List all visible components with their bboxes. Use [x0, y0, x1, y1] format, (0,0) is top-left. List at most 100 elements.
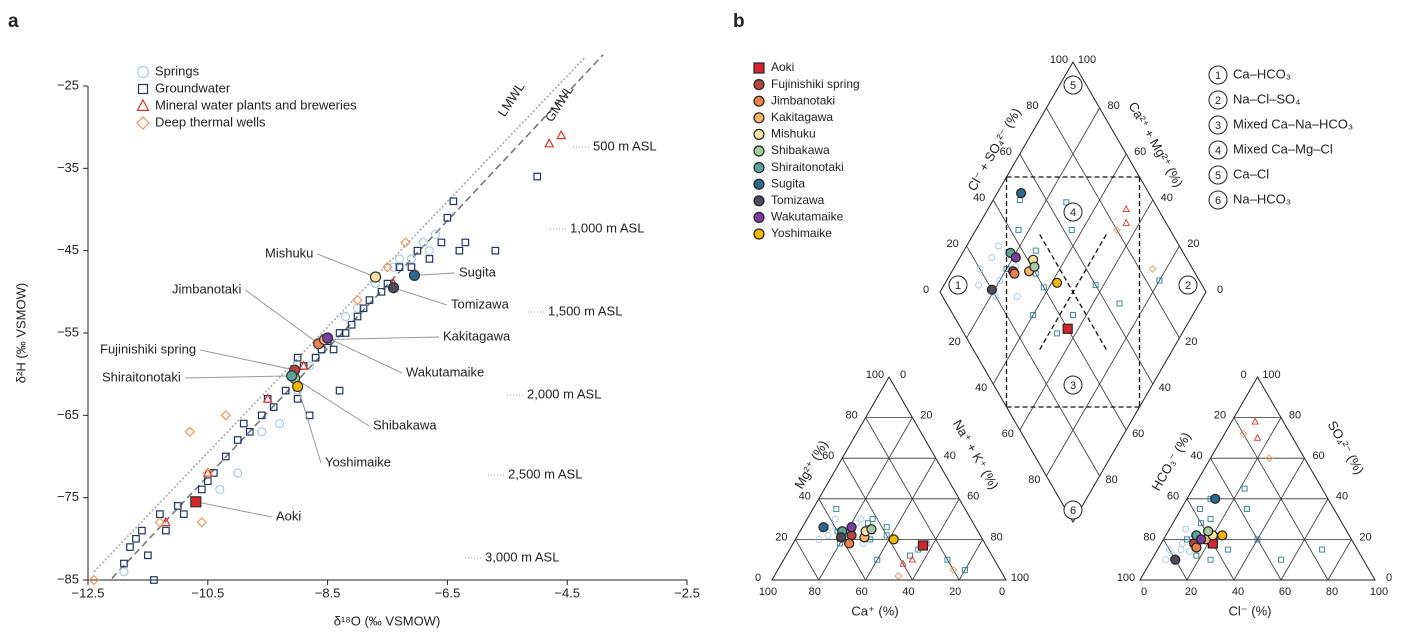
grid-line [912, 498, 960, 581]
cs-tick-label: 80 [1026, 100, 1038, 112]
axis-title: Ca⁺ (%) [851, 603, 898, 618]
legend-label: Aoki [771, 60, 794, 74]
cm-tick-label: 80 [1107, 100, 1119, 112]
sample-point [908, 555, 917, 563]
site-point [1009, 268, 1020, 279]
legend-label: Sugita [771, 176, 805, 190]
legend-label: Springs [155, 63, 200, 78]
region-marker-number: 4 [1070, 207, 1076, 219]
sample-point [1193, 552, 1200, 559]
sample-point [995, 242, 1002, 250]
cl-tick-label: 0 [1141, 586, 1147, 598]
so4-tick-label: 100 [1262, 369, 1280, 381]
y-tick-label: −35 [57, 160, 79, 175]
legend-label: Na–Cl–SO₄ [1233, 91, 1300, 106]
site-leader [199, 349, 295, 371]
hco3-tick-label: 40 [1190, 450, 1202, 462]
panel-label: b [733, 11, 745, 32]
legend-label: Groundwater [155, 80, 231, 95]
region-marker-number: 6 [1070, 505, 1076, 517]
sample-point [1225, 546, 1232, 553]
grid-line [865, 458, 937, 581]
site-point [917, 540, 929, 551]
site-point [369, 271, 382, 283]
data-point [298, 360, 309, 370]
site-point [844, 538, 855, 549]
data-point [262, 393, 273, 403]
so4-tick-label: 60 [1312, 450, 1324, 462]
data-point [220, 410, 232, 421]
x-tick-label: −2.5 [674, 585, 700, 600]
legend-label: Mineral water plants and breweries [155, 97, 357, 112]
data-point [437, 238, 446, 247]
axis-title: Mg²⁺ (%) [791, 438, 831, 491]
region-marker [1063, 75, 1083, 95]
data-point [335, 386, 344, 395]
data-point [394, 254, 405, 264]
sample-point [1254, 536, 1261, 543]
sample-point [1198, 520, 1205, 527]
legend-label: Deep thermal wells [155, 114, 266, 129]
sample-point [1070, 312, 1076, 318]
na-tick-label: 80 [990, 531, 1002, 543]
sample-point [869, 516, 876, 523]
data-point [449, 197, 458, 206]
data-point [150, 576, 158, 584]
panel-label: a [8, 11, 19, 32]
legend-marker [753, 145, 765, 157]
legend-label: Mixed Ca–Mg–Cl [1233, 141, 1333, 156]
legend-marker [753, 128, 765, 140]
site-point [1016, 188, 1027, 199]
sample-point [1251, 417, 1259, 425]
sample-point [831, 515, 839, 523]
data-point [269, 403, 278, 411]
mg-tick-label: 40 [799, 491, 811, 503]
altitude-label: 500 m ASL [593, 138, 657, 153]
site-leader [327, 337, 403, 374]
data-point [138, 526, 146, 535]
legend-marker [753, 211, 765, 223]
site-point [888, 534, 899, 545]
sample-point [1040, 284, 1047, 291]
legend-label: Na–HCO₃ [1233, 191, 1291, 206]
mg-tick-label: 20 [775, 531, 787, 543]
site-point [286, 370, 298, 382]
legend-label: Jimbanotaki [771, 93, 835, 107]
sample-point [1185, 548, 1193, 556]
data-point [154, 517, 166, 528]
data-point [257, 427, 267, 437]
data-point [202, 467, 213, 477]
cm-tick-label: 20 [1187, 238, 1199, 250]
site-point [1191, 542, 1202, 553]
diamond-tick-label: 20 [1185, 336, 1197, 348]
legend-marker [1208, 90, 1228, 110]
sample-point [1239, 429, 1248, 438]
sample-point [1241, 485, 1248, 492]
site-label: Aoki [276, 508, 301, 523]
data-point [544, 137, 555, 148]
site-point [1062, 323, 1073, 334]
legend-marker [1208, 190, 1228, 210]
sample-point [944, 556, 951, 563]
legend-label: Fujinishiki spring [771, 77, 860, 91]
y-tick-label: −55 [57, 324, 79, 339]
sample-point [1178, 540, 1186, 547]
sample-point [1253, 433, 1262, 441]
site-point [866, 524, 877, 535]
x-tick-label: −10.5 [191, 585, 224, 600]
sample-point [1092, 282, 1099, 289]
site-label: Kakitagawa [443, 328, 511, 343]
site-label: Yoshimaike [325, 454, 391, 469]
piper-outline [771, 375, 1007, 581]
hco3-tick-label: 80 [1143, 531, 1155, 543]
data-point [233, 468, 243, 478]
legend-marker-number: 2 [1215, 95, 1221, 107]
data-point [388, 262, 399, 272]
legend-marker [1208, 115, 1228, 135]
ca-tick-label: 100 [759, 586, 777, 598]
region-marker-number: 3 [1070, 380, 1076, 392]
cs-tick-label: 100 [1050, 54, 1068, 66]
data-point [347, 320, 356, 329]
cs-tick-label: 40 [973, 192, 985, 204]
site-label: Wakutamaike [406, 364, 484, 379]
